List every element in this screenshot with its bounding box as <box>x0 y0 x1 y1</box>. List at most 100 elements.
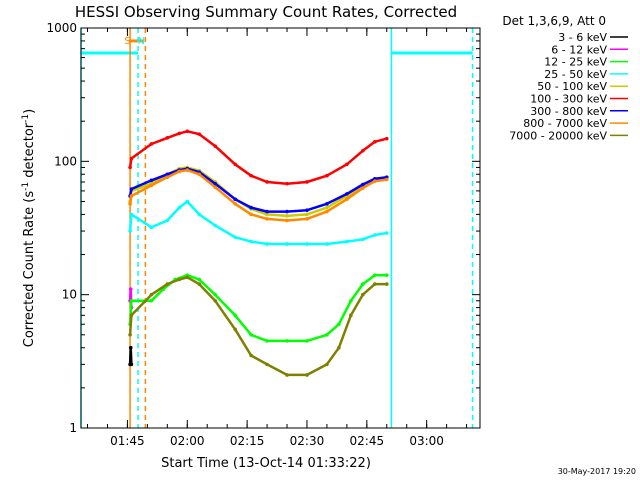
y-axis-label-main: Corrected Count Rate (s <box>22 191 37 348</box>
legend-label: 50 - 100 keV <box>537 80 607 93</box>
series-3-point <box>129 212 134 217</box>
axes-layer: 1 10 100 1000 01:45 02:00 02:15 02:30 02:45 03:00 <box>46 21 480 448</box>
series-3-point <box>249 239 253 244</box>
series-8-point <box>177 277 182 282</box>
series-5-point <box>265 180 269 184</box>
series-4-point <box>325 205 329 210</box>
series-7-point <box>185 168 190 172</box>
series-3-point <box>213 223 217 228</box>
series-7-point <box>361 186 365 190</box>
footer-timestamp: 30-May-2017 19:20 <box>558 467 636 476</box>
series-3-point <box>325 242 329 246</box>
series-8-point <box>149 292 154 297</box>
legend-label: 3 - 6 keV <box>558 31 607 44</box>
series-6-point <box>233 197 237 201</box>
series-2-point <box>265 339 269 343</box>
series-5-point <box>305 180 309 184</box>
series-7-point <box>325 209 329 214</box>
series-7-point <box>285 218 289 223</box>
plot-frame <box>80 27 481 429</box>
y-axis-label: Corrected Count Rate (s-1 detector-1) <box>21 109 37 347</box>
legend-label: 800 - 7000 keV <box>523 117 607 130</box>
series-3-point <box>345 239 349 244</box>
series-5-point <box>149 142 154 146</box>
series-8-point <box>265 362 269 367</box>
y-axis-label-sup1: -1 <box>21 182 31 191</box>
series-7-point <box>213 185 217 189</box>
series-6-point <box>249 205 253 210</box>
series-5-point <box>249 173 253 178</box>
series-8-point <box>285 373 289 377</box>
x-tick-label: 02:45 <box>350 434 385 448</box>
series-5-point <box>213 144 217 148</box>
series-8-point <box>305 373 309 377</box>
series-2-point <box>285 339 289 343</box>
series-6-line <box>128 167 387 213</box>
x-axis-label: Start Time (13-Oct-14 01:33:22) <box>161 456 371 471</box>
series-6-point <box>305 208 309 213</box>
series-8-point <box>249 353 253 358</box>
series-7-point <box>177 169 182 174</box>
y-tick-label: 100 <box>54 154 77 168</box>
series-5-point <box>177 131 182 136</box>
series-2-point <box>197 277 202 282</box>
series-3-point <box>128 229 132 233</box>
legend-label: 25 - 50 keV <box>544 68 607 81</box>
series-6-point <box>285 209 289 214</box>
series-8-point <box>197 282 202 286</box>
series-2-point <box>305 339 309 343</box>
series-6-point <box>361 182 365 187</box>
series-8-point <box>337 345 341 350</box>
series-8-point <box>349 313 353 318</box>
series-8-point <box>233 327 237 332</box>
series-7-point <box>165 175 170 180</box>
series-7-point <box>345 197 349 201</box>
series-5-point <box>372 140 377 144</box>
series-2-point <box>361 282 365 286</box>
series-6-point <box>325 202 329 206</box>
series-3-point <box>372 233 377 237</box>
annotation-n: N <box>138 36 145 47</box>
series-8-point <box>128 333 132 337</box>
series-7-line <box>128 168 387 222</box>
series-8-point <box>129 313 134 318</box>
series-2-point <box>349 298 353 303</box>
y-axis-label-sup2: -1 <box>21 114 31 123</box>
series-2-point <box>129 298 134 303</box>
series-5-point <box>197 132 202 136</box>
series-2-point <box>249 333 253 337</box>
series-7-point <box>384 177 389 182</box>
series-4-point <box>285 214 289 218</box>
series-2-point <box>384 273 389 277</box>
series-2-point <box>149 298 154 303</box>
x-tick-label: 01:45 <box>110 434 145 448</box>
series-5-point <box>361 148 365 153</box>
legend-label: 7000 - 20000 keV <box>509 129 607 142</box>
series-2-point <box>337 322 341 327</box>
annotation-s: S <box>124 36 130 47</box>
series-5-point <box>185 129 190 134</box>
series-5-point <box>233 162 237 167</box>
series-7-point <box>305 217 309 221</box>
series-5-point <box>285 181 289 186</box>
series-0-line <box>128 346 133 365</box>
chart-title: HESSI Observing Summary Count Rates, Cor… <box>75 3 457 21</box>
series-2-point <box>233 313 237 318</box>
series-8-point <box>384 282 389 286</box>
series-7-point <box>129 194 134 198</box>
series-8-point <box>165 282 170 286</box>
series-3-point <box>177 205 182 210</box>
x-tick-label: 03:00 <box>409 434 444 448</box>
series-5-line <box>128 130 388 185</box>
series-5-point <box>325 173 329 178</box>
y-axis-label-end: ) <box>22 109 37 114</box>
series-6-point <box>165 172 170 177</box>
series-6-point <box>129 187 134 191</box>
series-7-point <box>149 183 154 188</box>
series-6-point <box>345 192 349 196</box>
series-5-point <box>384 136 389 141</box>
series-2-point <box>372 273 377 277</box>
series-3-point <box>165 218 170 223</box>
